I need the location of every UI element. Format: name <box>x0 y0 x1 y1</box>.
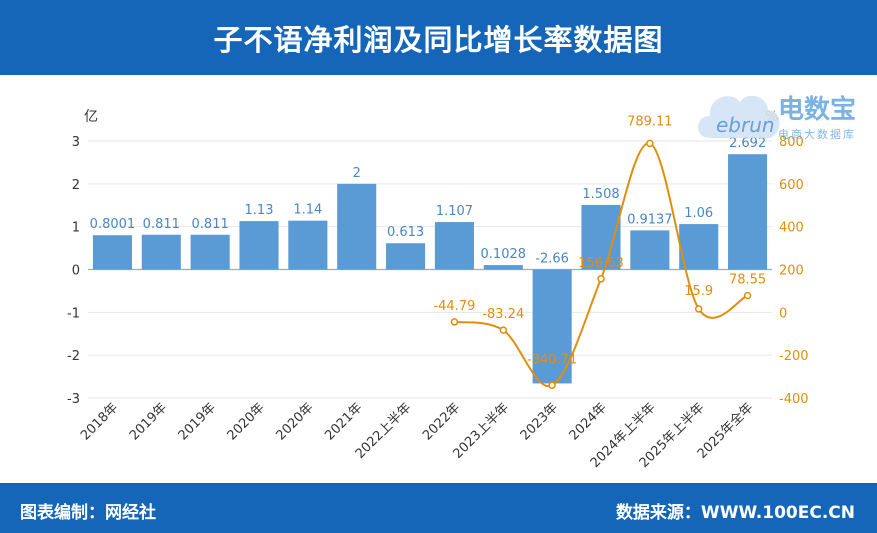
right-tick-label: -200 <box>779 349 809 364</box>
bar-value-labels: 0.8001 0.811 0.811 1.13 1.14 2 0.613 1.107 0.102… <box>90 136 767 266</box>
chart-svg: 0.8001 0.811 0.811 1.13 1.14 2 0.613 1.107 0.102… <box>67 109 809 471</box>
line-point <box>548 381 556 390</box>
bar <box>288 220 328 270</box>
line-point <box>597 275 605 283</box>
x-tick-label: 2019年 <box>176 400 219 443</box>
bar <box>239 221 279 270</box>
x-tick-label: 2018年 <box>78 400 121 443</box>
footer-source: 数据来源：WWW.100EC.CN <box>615 503 855 523</box>
right-tick-label: 200 <box>779 264 804 279</box>
bar-value-label: 0.9137 <box>627 212 673 227</box>
line-point <box>646 139 654 148</box>
left-tick-label: 0 <box>72 264 80 279</box>
line-value-label: 156.63 <box>578 256 624 271</box>
left-axis-title: 亿 <box>84 109 98 125</box>
bar <box>141 234 181 270</box>
bar-value-label: 1.14 <box>293 203 322 218</box>
bar <box>630 230 670 270</box>
bar-value-label: -2.66 <box>535 252 569 267</box>
right-axis: 800 600 400 200 0 -200 -400 <box>779 135 809 407</box>
footer-credit: 图表编制：网经社 <box>20 503 156 523</box>
bar-value-label: 0.8001 <box>90 217 136 232</box>
bar <box>679 224 719 270</box>
bar <box>434 222 474 270</box>
bar-value-label: 1.13 <box>245 203 274 218</box>
bar <box>728 154 768 270</box>
x-tick-label: 2024年 <box>567 400 610 443</box>
logo-name: 电数宝 <box>778 94 856 125</box>
bar <box>386 243 426 270</box>
x-tick-label: 2019年 <box>127 400 170 443</box>
bar-value-label: 1.107 <box>436 204 473 219</box>
line-value-label: 789.11 <box>627 114 673 129</box>
right-tick-label: 0 <box>779 306 787 321</box>
right-tick-label: -400 <box>779 392 809 407</box>
x-tick-label: 2021年 <box>322 400 365 443</box>
line-value-label: -340.71 <box>527 352 577 367</box>
right-tick-label: 800 <box>779 135 804 150</box>
chart-title: 子不语净利润及同比增长率数据图 <box>213 22 664 57</box>
bar-value-label: 0.613 <box>387 225 424 240</box>
left-tick-label: 3 <box>72 135 80 150</box>
line-value-label: 15.9 <box>684 284 713 299</box>
bar-value-label: 0.811 <box>143 217 180 232</box>
x-tick-label: 2020年 <box>273 400 316 443</box>
left-tick-label: -2 <box>67 349 80 364</box>
bar-series <box>92 154 768 384</box>
right-tick-label: 600 <box>779 178 804 193</box>
chart-area: 0.8001 0.811 0.811 1.13 1.14 2 0.613 1.107 0.102… <box>0 75 877 483</box>
logo-mark: ebrun <box>716 113 775 137</box>
bar <box>190 234 230 270</box>
left-tick-label: 1 <box>72 221 80 236</box>
bar <box>532 269 572 384</box>
line-point <box>499 326 508 334</box>
bar-value-label: 0.811 <box>192 217 229 232</box>
bar-value-label: 1.06 <box>684 206 713 221</box>
header-bar: 子不语净利润及同比增长率数据图 <box>0 0 877 75</box>
x-tick-label: 2022年 <box>420 400 463 443</box>
bar <box>92 235 132 270</box>
logo: ebrun 电数宝 电商大数据库 <box>690 80 875 150</box>
left-tick-label: -3 <box>67 392 80 407</box>
right-tick-label: 400 <box>779 221 804 236</box>
bar <box>483 265 523 270</box>
line-value-label: -83.24 <box>482 307 524 322</box>
logo-tagline: 电商大数据库 <box>778 127 856 141</box>
line-value-label: -44.79 <box>433 299 475 314</box>
left-tick-label: -1 <box>67 306 80 321</box>
bar-value-label: 2.692 <box>729 136 766 151</box>
bar <box>337 183 377 270</box>
x-tick-label: 2020年 <box>225 400 268 443</box>
bar-value-label: 2 <box>353 166 361 181</box>
line-series: -44.79 -83.24 -340.71 156.63 789.11 15.9 78.55 <box>433 114 766 390</box>
left-tick-label: 2 <box>72 178 80 193</box>
bar-value-label: 0.1028 <box>481 247 527 262</box>
line-point <box>450 318 459 326</box>
line-point <box>694 305 703 313</box>
bar-value-label: 1.508 <box>582 187 619 202</box>
x-tick-label: 2023年 <box>518 400 561 443</box>
footer-bar: 图表编制：网经社 数据来源：WWW.100EC.CN <box>0 483 877 533</box>
line-point <box>743 291 752 300</box>
cloud-icon <box>698 95 780 138</box>
left-axis: 3 2 1 0 -1 -2 -3 <box>67 135 80 407</box>
line-value-label: 78.55 <box>729 273 766 288</box>
